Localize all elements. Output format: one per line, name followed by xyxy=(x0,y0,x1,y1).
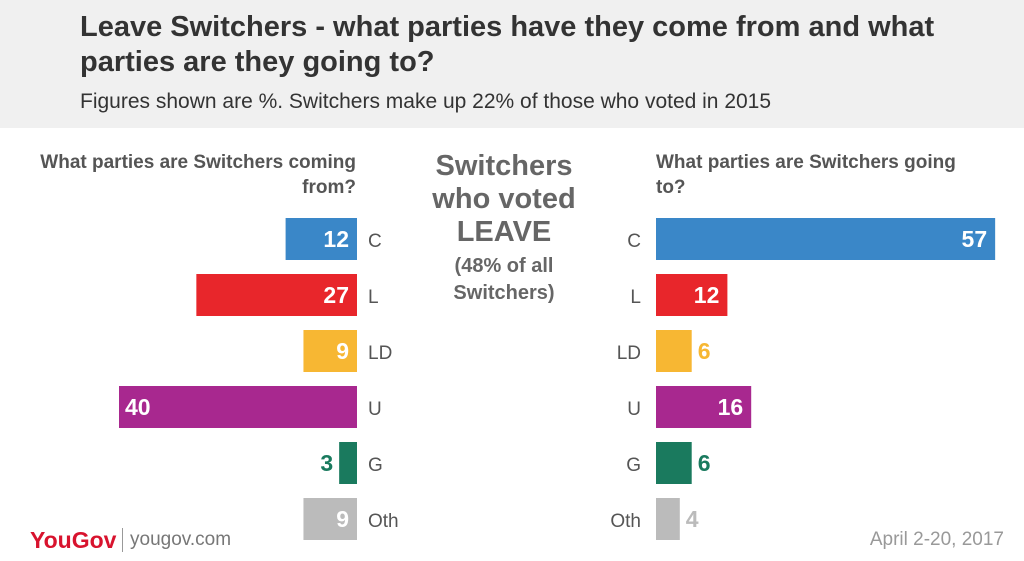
left-value-c: 12 xyxy=(323,226,349,252)
page-subtitle: Figures shown are %. Switchers make up 2… xyxy=(80,90,772,113)
left-value-g: 3 xyxy=(320,450,333,476)
left-bar-u xyxy=(119,386,357,428)
left-category-ld: LD xyxy=(368,343,392,364)
left-value-ld: 9 xyxy=(336,338,349,364)
right-bar-ld xyxy=(656,330,692,372)
right-category-c: C xyxy=(627,231,641,252)
right-bar-u xyxy=(656,386,752,428)
right-value-u: 16 xyxy=(718,394,744,420)
right-bar-oth xyxy=(656,498,680,540)
left-category-c: C xyxy=(368,231,382,252)
left-category-l: L xyxy=(368,287,379,308)
right-category-ld: LD xyxy=(617,343,641,364)
right-value-l: 12 xyxy=(694,282,720,308)
right-category-g: G xyxy=(626,455,641,476)
left-value-l: 27 xyxy=(323,282,349,308)
right-bar-g xyxy=(656,442,692,484)
left-chart-title: What parties are Switchers coming from? xyxy=(40,152,356,198)
yougov-logo: YouGov xyxy=(30,527,117,553)
left-category-oth: Oth xyxy=(368,511,399,532)
right-value-g: 6 xyxy=(698,450,711,476)
right-chart-title: What parties are Switchers going to? xyxy=(656,152,956,198)
right-bar-c xyxy=(656,218,996,260)
left-value-u: 40 xyxy=(125,394,151,420)
right-value-c: 57 xyxy=(962,226,988,252)
header-band: Leave Switchers - what parties have they… xyxy=(0,0,1024,128)
center-line-5: Switchers) xyxy=(453,282,555,304)
center-line-2: who voted xyxy=(432,183,576,215)
left-bar-l xyxy=(196,274,357,316)
right-value-oth: 4 xyxy=(686,506,699,532)
page-title: Leave Switchers - what parties have they… xyxy=(80,11,935,78)
footer-date: April 2-20, 2017 xyxy=(869,529,1004,550)
left-bar-oth xyxy=(303,498,357,540)
right-bar-l xyxy=(656,274,728,316)
left-category-g: G xyxy=(368,455,383,476)
center-label: Switchers who voted LEAVE (48% of all Sw… xyxy=(417,150,591,307)
left-bar-c xyxy=(285,218,357,260)
right-category-l: L xyxy=(630,287,641,308)
left-value-oth: 9 xyxy=(336,506,349,532)
right-category-oth: Oth xyxy=(610,511,641,532)
right-value-ld: 6 xyxy=(698,338,711,364)
center-line-4: (48% of all xyxy=(454,255,554,277)
left-bar-g xyxy=(339,442,357,484)
center-line-1: Switchers xyxy=(435,150,573,182)
left-category-u: U xyxy=(368,399,382,420)
left-bar-ld xyxy=(303,330,357,372)
center-line-3: LEAVE xyxy=(456,216,552,248)
footer-divider xyxy=(122,528,123,552)
right-category-u: U xyxy=(627,399,641,420)
footer-url: yougov.com xyxy=(130,529,232,550)
